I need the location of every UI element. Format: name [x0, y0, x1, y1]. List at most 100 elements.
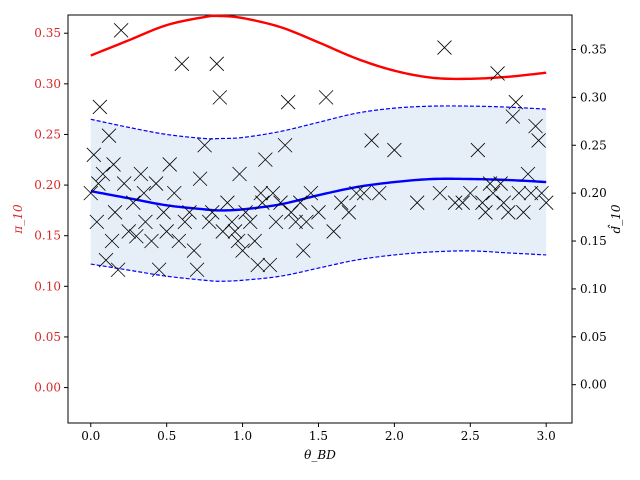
- data-point-58: [311, 205, 326, 220]
- data-point-51: [277, 137, 293, 153]
- data-point-82: [516, 205, 531, 220]
- scatter-points: [83, 23, 554, 278]
- data-point-40: [235, 243, 250, 258]
- data-point-76: [490, 66, 505, 81]
- data-point-97: [496, 195, 511, 211]
- data-point-94: [253, 185, 269, 201]
- data-point-16: [138, 214, 153, 230]
- data-point-29: [192, 171, 208, 187]
- data-point-27: [186, 243, 202, 258]
- y-left-tick-label: 0.15: [34, 229, 61, 243]
- data-point-87: [534, 185, 549, 201]
- y-right-tick-label: 0.35: [580, 42, 607, 56]
- data-point-44: [250, 257, 266, 273]
- data-point-32: [204, 205, 220, 220]
- data-point-92: [162, 157, 177, 172]
- y-right-tick-label: 0.20: [580, 186, 607, 200]
- x-tick-label: 2.5: [461, 429, 480, 443]
- data-point-19: [151, 262, 167, 278]
- data-point-64: [364, 133, 379, 148]
- data-point-78: [500, 205, 516, 220]
- data-point-98: [106, 157, 121, 172]
- data-point-2: [89, 214, 105, 230]
- data-point-88: [538, 195, 554, 211]
- data-point-48: [265, 185, 281, 201]
- x-tick-label: 0.5: [157, 429, 176, 443]
- data-point-52: [280, 94, 296, 110]
- data-point-9: [110, 262, 126, 278]
- data-point-18: [148, 176, 164, 191]
- data-point-63: [356, 185, 372, 201]
- data-point-26: [182, 205, 197, 220]
- x-tick-label: 0.0: [81, 429, 100, 443]
- data-point-22: [166, 185, 182, 201]
- data-point-83: [520, 166, 536, 182]
- data-point-85: [528, 118, 543, 134]
- data-point-30: [197, 137, 212, 153]
- y-left-tick-label: 0.10: [34, 279, 61, 293]
- y-axis-right-label: d̂_10: [606, 204, 623, 233]
- data-point-70: [455, 195, 470, 211]
- data-point-20: [156, 205, 171, 220]
- data-point-61: [341, 205, 357, 220]
- data-point-37: [224, 214, 240, 230]
- data-point-4: [95, 166, 111, 182]
- data-point-90: [91, 176, 106, 191]
- data-point-1: [86, 147, 102, 163]
- data-point-69: [447, 195, 463, 211]
- data-point-23: [171, 233, 187, 249]
- y-right-tick-label: 0.30: [580, 90, 607, 104]
- red-line: [90, 14, 547, 81]
- data-point-11: [116, 176, 132, 191]
- data-point-75: [485, 185, 501, 201]
- data-point-50: [273, 195, 288, 211]
- data-point-17: [144, 233, 159, 249]
- data-point-43: [247, 233, 263, 249]
- confidence-band: [90, 105, 547, 282]
- data-point-25: [177, 214, 193, 230]
- data-point-12: [121, 224, 137, 239]
- y-right-tick-label: 0.05: [580, 330, 607, 344]
- data-point-33: [209, 56, 225, 72]
- data-point-13: [125, 195, 141, 211]
- data-point-46: [258, 152, 273, 167]
- y-axis-left-label: π_10: [11, 204, 25, 235]
- data-point-67: [432, 185, 448, 201]
- y-axis-right: 0.00 0.05 0.10 0.15 0.20 0.25 0.30 0.35: [572, 42, 607, 392]
- y-left-tick-label: 0.05: [34, 330, 61, 344]
- y-right-tick-label: 0.15: [580, 234, 607, 248]
- data-point-5: [98, 252, 114, 268]
- data-point-36: [220, 195, 235, 211]
- data-point-81: [511, 185, 527, 201]
- x-axis: 0.0 0.5 1.0 1.5 2.0 2.5 3.0: [81, 423, 556, 443]
- data-point-14: [129, 228, 144, 244]
- data-point-31: [201, 214, 217, 230]
- data-point-28: [189, 262, 205, 278]
- data-point-80: [508, 94, 524, 110]
- data-point-59: [318, 90, 334, 105]
- y-right-tick-label: 0.10: [580, 282, 607, 296]
- y-axis-left: 0.00 0.05 0.10 0.15 0.20 0.25 0.30 0.35: [34, 26, 68, 395]
- data-point-7: [104, 233, 120, 249]
- data-point-24: [174, 56, 190, 72]
- data-point-38: [227, 224, 243, 239]
- data-point-39: [232, 166, 247, 182]
- data-point-34: [212, 90, 228, 105]
- data-point-54: [288, 214, 303, 230]
- data-point-45: [255, 195, 270, 211]
- data-point-60: [326, 224, 341, 239]
- data-point-72: [470, 142, 486, 158]
- data-point-0: [83, 185, 99, 201]
- band-upper-line: [90, 105, 547, 140]
- data-point-66: [409, 195, 425, 211]
- data-point-49: [268, 214, 284, 230]
- data-point-79: [505, 109, 521, 124]
- plot-area: [67, 14, 573, 424]
- data-point-89: [371, 185, 387, 201]
- data-point-99: [333, 195, 349, 211]
- y-left-tick-label: 0.20: [34, 178, 61, 192]
- plot-frame: [67, 14, 573, 424]
- y-left-tick-label: 0.25: [34, 127, 61, 141]
- data-point-55: [292, 195, 308, 211]
